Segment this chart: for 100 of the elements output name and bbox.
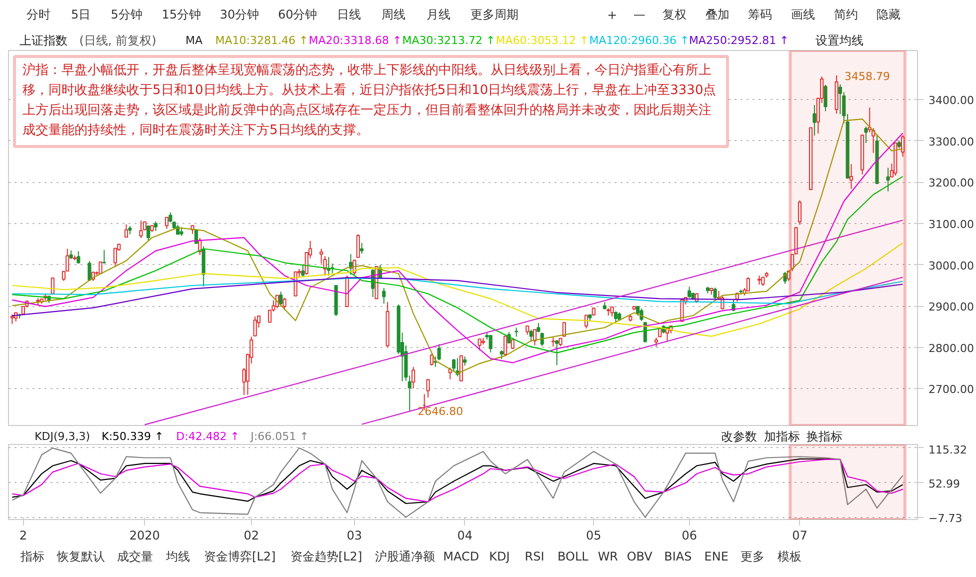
text: 更多周期 <box>470 8 518 22</box>
text: 5日 <box>70 8 91 22</box>
text: 复权 <box>662 8 686 22</box>
text: 画线 <box>790 8 815 22</box>
y-tick-label: 3100.00 <box>928 218 974 232</box>
text: 日线 <box>337 8 361 22</box>
text: KDJ <box>489 550 510 564</box>
y-tick-label: −7.73 <box>928 512 962 526</box>
text: BOLL <box>557 550 589 564</box>
candlestick <box>282 297 286 311</box>
x-tick-label: 05 <box>586 528 602 542</box>
candlestick <box>798 200 802 226</box>
candlestick <box>478 338 482 351</box>
text: MA60:3053.12 ↑ <box>496 34 589 47</box>
line-series <box>12 242 904 337</box>
candlestick <box>356 234 360 258</box>
chart-title: KDJ(9,3,3) <box>34 430 90 443</box>
candlestick <box>102 249 106 264</box>
candlestick <box>640 308 644 322</box>
text: 30分钟 <box>220 8 260 22</box>
text: 60分钟 <box>278 8 318 22</box>
candlestick <box>532 328 537 346</box>
series-label: J:66.051 ↑ <box>250 430 309 443</box>
candlestick <box>900 134 905 158</box>
text: MA250:2952.81 ↑ <box>688 34 789 47</box>
text: 叠加 <box>705 8 730 22</box>
y-tick-label: 3300.00 <box>928 135 974 148</box>
candlestick <box>529 329 533 342</box>
annotation: 沪指：早盘小幅低开，开盘后整体呈现宽幅震荡的态势，收带上下影线的中阳线。从日线级别上看，今日沪指重心有所上移，同时收盘继续收于5日和10日均线上方。从技术上看，近日沪指依托5日和10日均线震荡上行，早盘在上冲至3330点上方后出现回落走势，该区域是此前反弹中的高点区域存在一定压力，但目前看整体回升的格局并未改变，因此后期关注成交量能的持续性，同时在震荡时关注下方5日均线的支撑。 <box>22 62 716 138</box>
candlestick <box>146 225 150 241</box>
x-tick-label: 04 <box>457 528 472 542</box>
candlestick <box>139 220 143 238</box>
candlestick <box>360 242 364 254</box>
y-tick-label: 52.99 <box>928 477 960 490</box>
text: ENE <box>704 550 728 564</box>
candlestick <box>88 260 92 282</box>
y-tick-label: 3400.00 <box>928 94 974 108</box>
text: 15分钟 <box>162 8 202 22</box>
candlestick <box>154 220 158 232</box>
candlestick <box>551 337 555 348</box>
candlestick <box>746 276 750 292</box>
candlestick <box>253 316 257 336</box>
text: 筹码 <box>748 8 772 22</box>
text: 恢复默认 <box>56 550 106 564</box>
candlestick <box>812 104 816 136</box>
candlestick <box>562 322 566 337</box>
text: + <box>607 8 618 22</box>
candlestick <box>526 325 530 336</box>
candlestick <box>610 306 614 317</box>
candlestick <box>713 287 717 300</box>
text: MA30:3213.72 ↑ <box>402 34 496 47</box>
candlestick <box>514 327 518 338</box>
candlestick <box>654 337 658 348</box>
text: MACD <box>443 550 480 564</box>
text: MA10:3281.46 ↑ <box>215 34 308 47</box>
text: 资金博弈[L2] <box>204 550 276 564</box>
line-series <box>12 447 904 518</box>
text: 设置均线 <box>815 34 864 48</box>
candlestick <box>584 314 588 329</box>
candlestick <box>382 287 386 304</box>
candlestick <box>164 216 169 230</box>
x-tick-label: 02 <box>244 528 260 542</box>
text: 更多 <box>740 550 764 564</box>
candlestick <box>10 314 14 324</box>
text: — <box>633 8 646 22</box>
text: RSI <box>524 550 544 564</box>
candlestick <box>614 311 618 322</box>
text: 分时 <box>26 8 50 22</box>
candlestick <box>430 354 434 366</box>
x-tick-label: 2 <box>19 528 28 542</box>
candlestick <box>790 254 794 272</box>
series-label: D:42.482 ↑ <box>176 430 240 443</box>
text: 5分钟 <box>110 8 142 22</box>
text: 模板 <box>778 550 802 564</box>
candlestick <box>279 291 283 308</box>
text: OBV <box>626 550 654 564</box>
x-tick-label: 2020 <box>129 528 160 542</box>
chart-subtitle: (日线, 前复权) <box>79 34 156 48</box>
line-series <box>12 176 904 354</box>
candlestick <box>76 250 80 264</box>
text: 沪股通净额 <box>374 550 435 564</box>
candlestick <box>849 164 854 190</box>
candlestick <box>412 366 416 389</box>
line-series <box>12 278 904 304</box>
candlestick <box>113 248 118 267</box>
candlestick <box>688 286 692 298</box>
text: 换指标 <box>806 430 843 444</box>
candlestick <box>301 264 305 278</box>
chart-title: 上证指数 <box>20 34 68 48</box>
text: 周线 <box>382 8 406 22</box>
candlestick <box>124 224 128 238</box>
x-tick-label: 07 <box>792 528 808 542</box>
text: 加指标 <box>764 430 800 444</box>
candlestick <box>886 167 890 192</box>
text: MA20:3318.68 ↑ <box>308 34 402 47</box>
candlestick <box>426 378 430 398</box>
candlestick <box>757 275 762 286</box>
series-label: K:50.339 ↑ <box>102 430 164 443</box>
text: 隐藏 <box>876 8 901 22</box>
text: 简约 <box>834 8 858 22</box>
